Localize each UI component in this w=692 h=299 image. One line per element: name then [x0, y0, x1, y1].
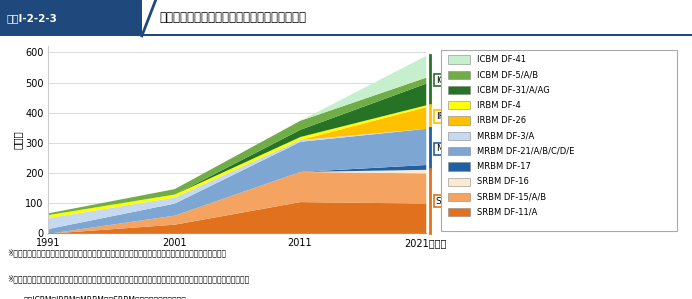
Bar	[448, 117, 470, 125]
Text: MRBM DF-21/A/B/C/D/E: MRBM DF-21/A/B/C/D/E	[477, 147, 574, 156]
Bar	[448, 147, 470, 155]
Text: ICBM DF-31/A/AG: ICBM DF-31/A/AG	[477, 86, 550, 94]
Text: ※　中国の保有する弾道ミサイルの発射機数、ミサイル数、弾頭数などについては、公表されていない。: ※ 中国の保有する弾道ミサイルの発射機数、ミサイル数、弾頭数などについては、公表…	[7, 248, 226, 257]
Text: ※　本資料は、中国の保有する弾道ミサイルの発射機数について、ミリタリーバランス各年版を基に一般的な基準に: ※ 本資料は、中国の保有する弾道ミサイルの発射機数について、ミリタリーバランス各…	[7, 274, 249, 283]
Text: 中国の地上発射型弾道ミサイル発射機数の推移: 中国の地上発射型弾道ミサイル発射機数の推移	[159, 11, 306, 25]
Bar	[448, 71, 470, 79]
Bar	[448, 86, 470, 94]
Text: MRBM: MRBM	[436, 144, 464, 153]
FancyBboxPatch shape	[0, 34, 692, 36]
Y-axis label: （機）: （機）	[12, 130, 22, 149]
Text: SRBM: SRBM	[436, 197, 462, 206]
FancyBboxPatch shape	[0, 0, 142, 36]
FancyBboxPatch shape	[441, 50, 677, 231]
Text: MRBM DF-3/A: MRBM DF-3/A	[477, 131, 534, 140]
Bar	[448, 55, 470, 64]
Text: SRBM DF-16: SRBM DF-16	[477, 177, 529, 186]
Text: IRBM DF-26: IRBM DF-26	[477, 116, 526, 125]
Text: MRBM DF-17: MRBM DF-17	[477, 162, 531, 171]
Bar	[448, 132, 470, 140]
Bar	[448, 101, 470, 109]
Bar	[448, 193, 470, 201]
Text: IRBM DF-4: IRBM DF-4	[477, 101, 521, 110]
Bar	[448, 178, 470, 186]
Text: よりICBM、IRBM、MRBM及びSRBMに分類して示したもの。: よりICBM、IRBM、MRBM及びSRBMに分類して示したもの。	[24, 295, 187, 299]
Text: ICBM: ICBM	[436, 76, 459, 85]
Bar	[448, 208, 470, 216]
Text: 図表Ⅰ-2-2-3: 図表Ⅰ-2-2-3	[7, 13, 58, 23]
Text: ICBM DF-5/A/B: ICBM DF-5/A/B	[477, 70, 538, 79]
Text: SRBM DF-15/A/B: SRBM DF-15/A/B	[477, 193, 546, 202]
Text: IRBM: IRBM	[436, 112, 459, 121]
Text: ICBM DF-41: ICBM DF-41	[477, 55, 526, 64]
Bar	[448, 162, 470, 170]
Text: SRBM DF-11/A: SRBM DF-11/A	[477, 208, 538, 217]
